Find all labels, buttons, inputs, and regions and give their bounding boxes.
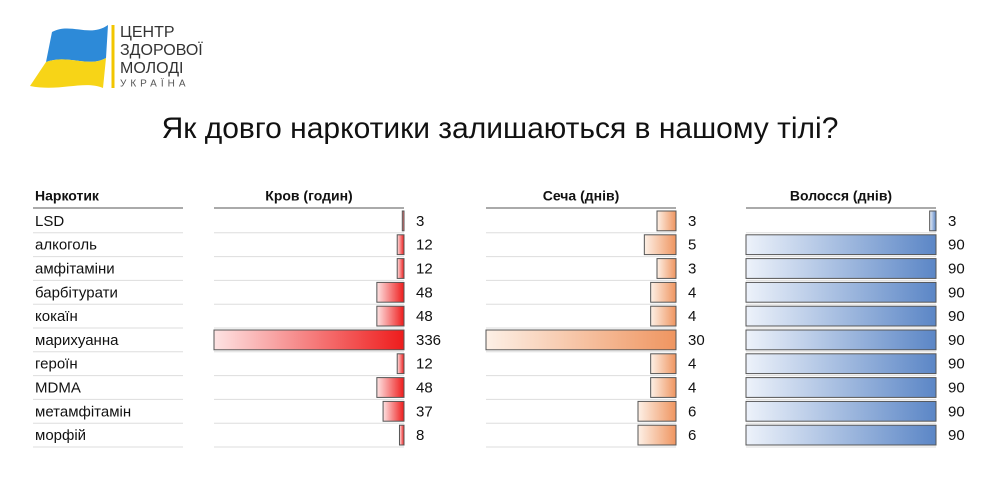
value: 90 xyxy=(948,427,965,444)
value: 8 xyxy=(416,427,424,444)
data-bar xyxy=(376,377,405,398)
data-bar xyxy=(745,234,937,256)
data-bar xyxy=(650,377,677,398)
data-bar xyxy=(376,281,405,303)
data-bar xyxy=(929,210,937,232)
value: 90 xyxy=(948,284,965,301)
data-bar xyxy=(637,400,677,422)
data-bar xyxy=(745,377,937,398)
value: 48 xyxy=(416,284,433,301)
table: Наркотик Кров (годин) Сеча (днів) Волосся (… xyxy=(33,188,965,448)
value: 12 xyxy=(416,356,433,373)
value: 4 xyxy=(688,356,696,373)
column-header: Сеча (днів) xyxy=(543,188,620,204)
logo-text: ЦЕНТР xyxy=(120,24,175,41)
data-bar xyxy=(650,281,677,303)
value: 90 xyxy=(948,308,965,325)
value: 3 xyxy=(416,213,424,230)
value: 30 xyxy=(688,332,705,349)
value: 48 xyxy=(416,308,433,325)
logo-flag xyxy=(30,25,115,88)
value: 90 xyxy=(948,237,965,254)
drug-name: барбітурати xyxy=(35,284,118,301)
value: 90 xyxy=(948,356,965,373)
title: Як довго наркотики залишаються в нашому … xyxy=(162,112,839,145)
drug-name: LSD xyxy=(35,213,64,230)
drug-name: метамфітамін xyxy=(35,403,131,420)
value: 12 xyxy=(416,260,433,277)
data-bar xyxy=(656,210,677,232)
drug-name: морфій xyxy=(35,427,86,444)
value: 3 xyxy=(688,260,696,277)
value: 4 xyxy=(688,284,696,301)
data-bar xyxy=(745,305,937,327)
logo-subtitle: УКРАЇНА xyxy=(120,78,190,90)
data-bar xyxy=(745,353,937,375)
drug-name: MDMA xyxy=(35,379,81,396)
data-bar xyxy=(745,329,937,351)
value: 90 xyxy=(948,403,965,420)
data-bar xyxy=(382,400,405,422)
drug-name: алкоголь xyxy=(35,237,97,254)
column-header: Наркотик xyxy=(35,188,100,204)
data-bar xyxy=(401,210,405,232)
value: 12 xyxy=(416,237,433,254)
data-bar xyxy=(745,281,937,303)
data-bar xyxy=(745,400,937,422)
data-bar xyxy=(396,353,405,375)
drug-name: кокаїн xyxy=(35,308,78,325)
data-bar xyxy=(650,305,677,327)
data-bar xyxy=(650,353,677,375)
value: 3 xyxy=(688,213,696,230)
data-bar xyxy=(398,424,405,446)
data-bar xyxy=(376,305,405,327)
logo-text: МОЛОДІ xyxy=(120,60,183,77)
value: 90 xyxy=(948,379,965,396)
data-bar xyxy=(745,424,937,446)
value: 90 xyxy=(948,260,965,277)
column-header: Волосся (днів) xyxy=(790,188,892,204)
value: 48 xyxy=(416,379,433,396)
data-bar xyxy=(745,258,937,279)
value: 4 xyxy=(688,379,696,396)
data-bar xyxy=(656,258,677,279)
data-bar xyxy=(396,258,405,279)
value: 4 xyxy=(688,308,696,325)
value: 37 xyxy=(416,403,433,420)
data-bar xyxy=(213,329,405,351)
value: 6 xyxy=(688,427,696,444)
value: 5 xyxy=(688,237,696,254)
value: 336 xyxy=(416,332,441,349)
data-bar xyxy=(643,234,677,256)
column-header: Кров (годин) xyxy=(265,188,352,204)
drug-name: амфітаміни xyxy=(35,260,115,277)
value: 6 xyxy=(688,403,696,420)
value: 90 xyxy=(948,332,965,349)
data-bar xyxy=(637,424,677,446)
data-bar xyxy=(485,329,677,351)
drug-name: героїн xyxy=(35,356,78,373)
logo-text: ЗДОРОВОЇ xyxy=(120,41,203,59)
drug-name: марихуанна xyxy=(35,332,119,349)
data-bar xyxy=(396,234,405,256)
value: 3 xyxy=(948,213,956,230)
